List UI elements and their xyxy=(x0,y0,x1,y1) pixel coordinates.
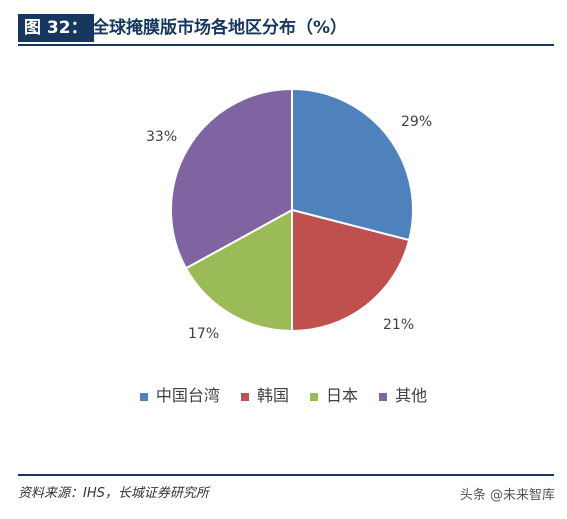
slice-other xyxy=(170,87,293,270)
legend-swatch xyxy=(379,392,388,401)
source-note: 资料来源：IHS，长城证券研究所 xyxy=(18,486,209,501)
slice-japan xyxy=(184,208,293,333)
legend-item-japan: 日本 xyxy=(310,382,358,406)
chart-legend: 中国台湾 韩国 日本 其他 xyxy=(0,382,567,406)
slice-label-japan: 17% xyxy=(188,326,220,342)
slice-label-korea: 21% xyxy=(383,317,415,333)
legend-swatch xyxy=(310,392,319,401)
legend-item-taiwan: 中国台湾 xyxy=(139,382,220,406)
slice-label-other: 33% xyxy=(146,129,178,145)
figure-tag: 图 32： xyxy=(18,14,94,42)
legend-swatch xyxy=(240,392,249,401)
title-underline xyxy=(18,44,554,46)
source-divider xyxy=(18,474,554,476)
slice-taiwan xyxy=(291,87,414,242)
legend-label: 日本 xyxy=(326,386,359,405)
watermark: 头条 @未来智库 xyxy=(459,488,555,503)
legend-label: 中国台湾 xyxy=(155,386,220,405)
figure-title-bar: 图 32： 全球掩膜版市场各地区分布（%） xyxy=(18,14,554,46)
legend-item-other: 其他 xyxy=(379,382,427,406)
legend-label: 韩国 xyxy=(256,386,289,405)
legend-swatch xyxy=(139,392,148,401)
legend-item-korea: 韩国 xyxy=(240,382,289,406)
slice-korea xyxy=(291,208,411,333)
slice-label-taiwan: 29% xyxy=(401,114,433,130)
legend-label: 其他 xyxy=(395,386,428,405)
figure-title: 全球掩膜版市场各地区分布（%） xyxy=(92,18,348,38)
